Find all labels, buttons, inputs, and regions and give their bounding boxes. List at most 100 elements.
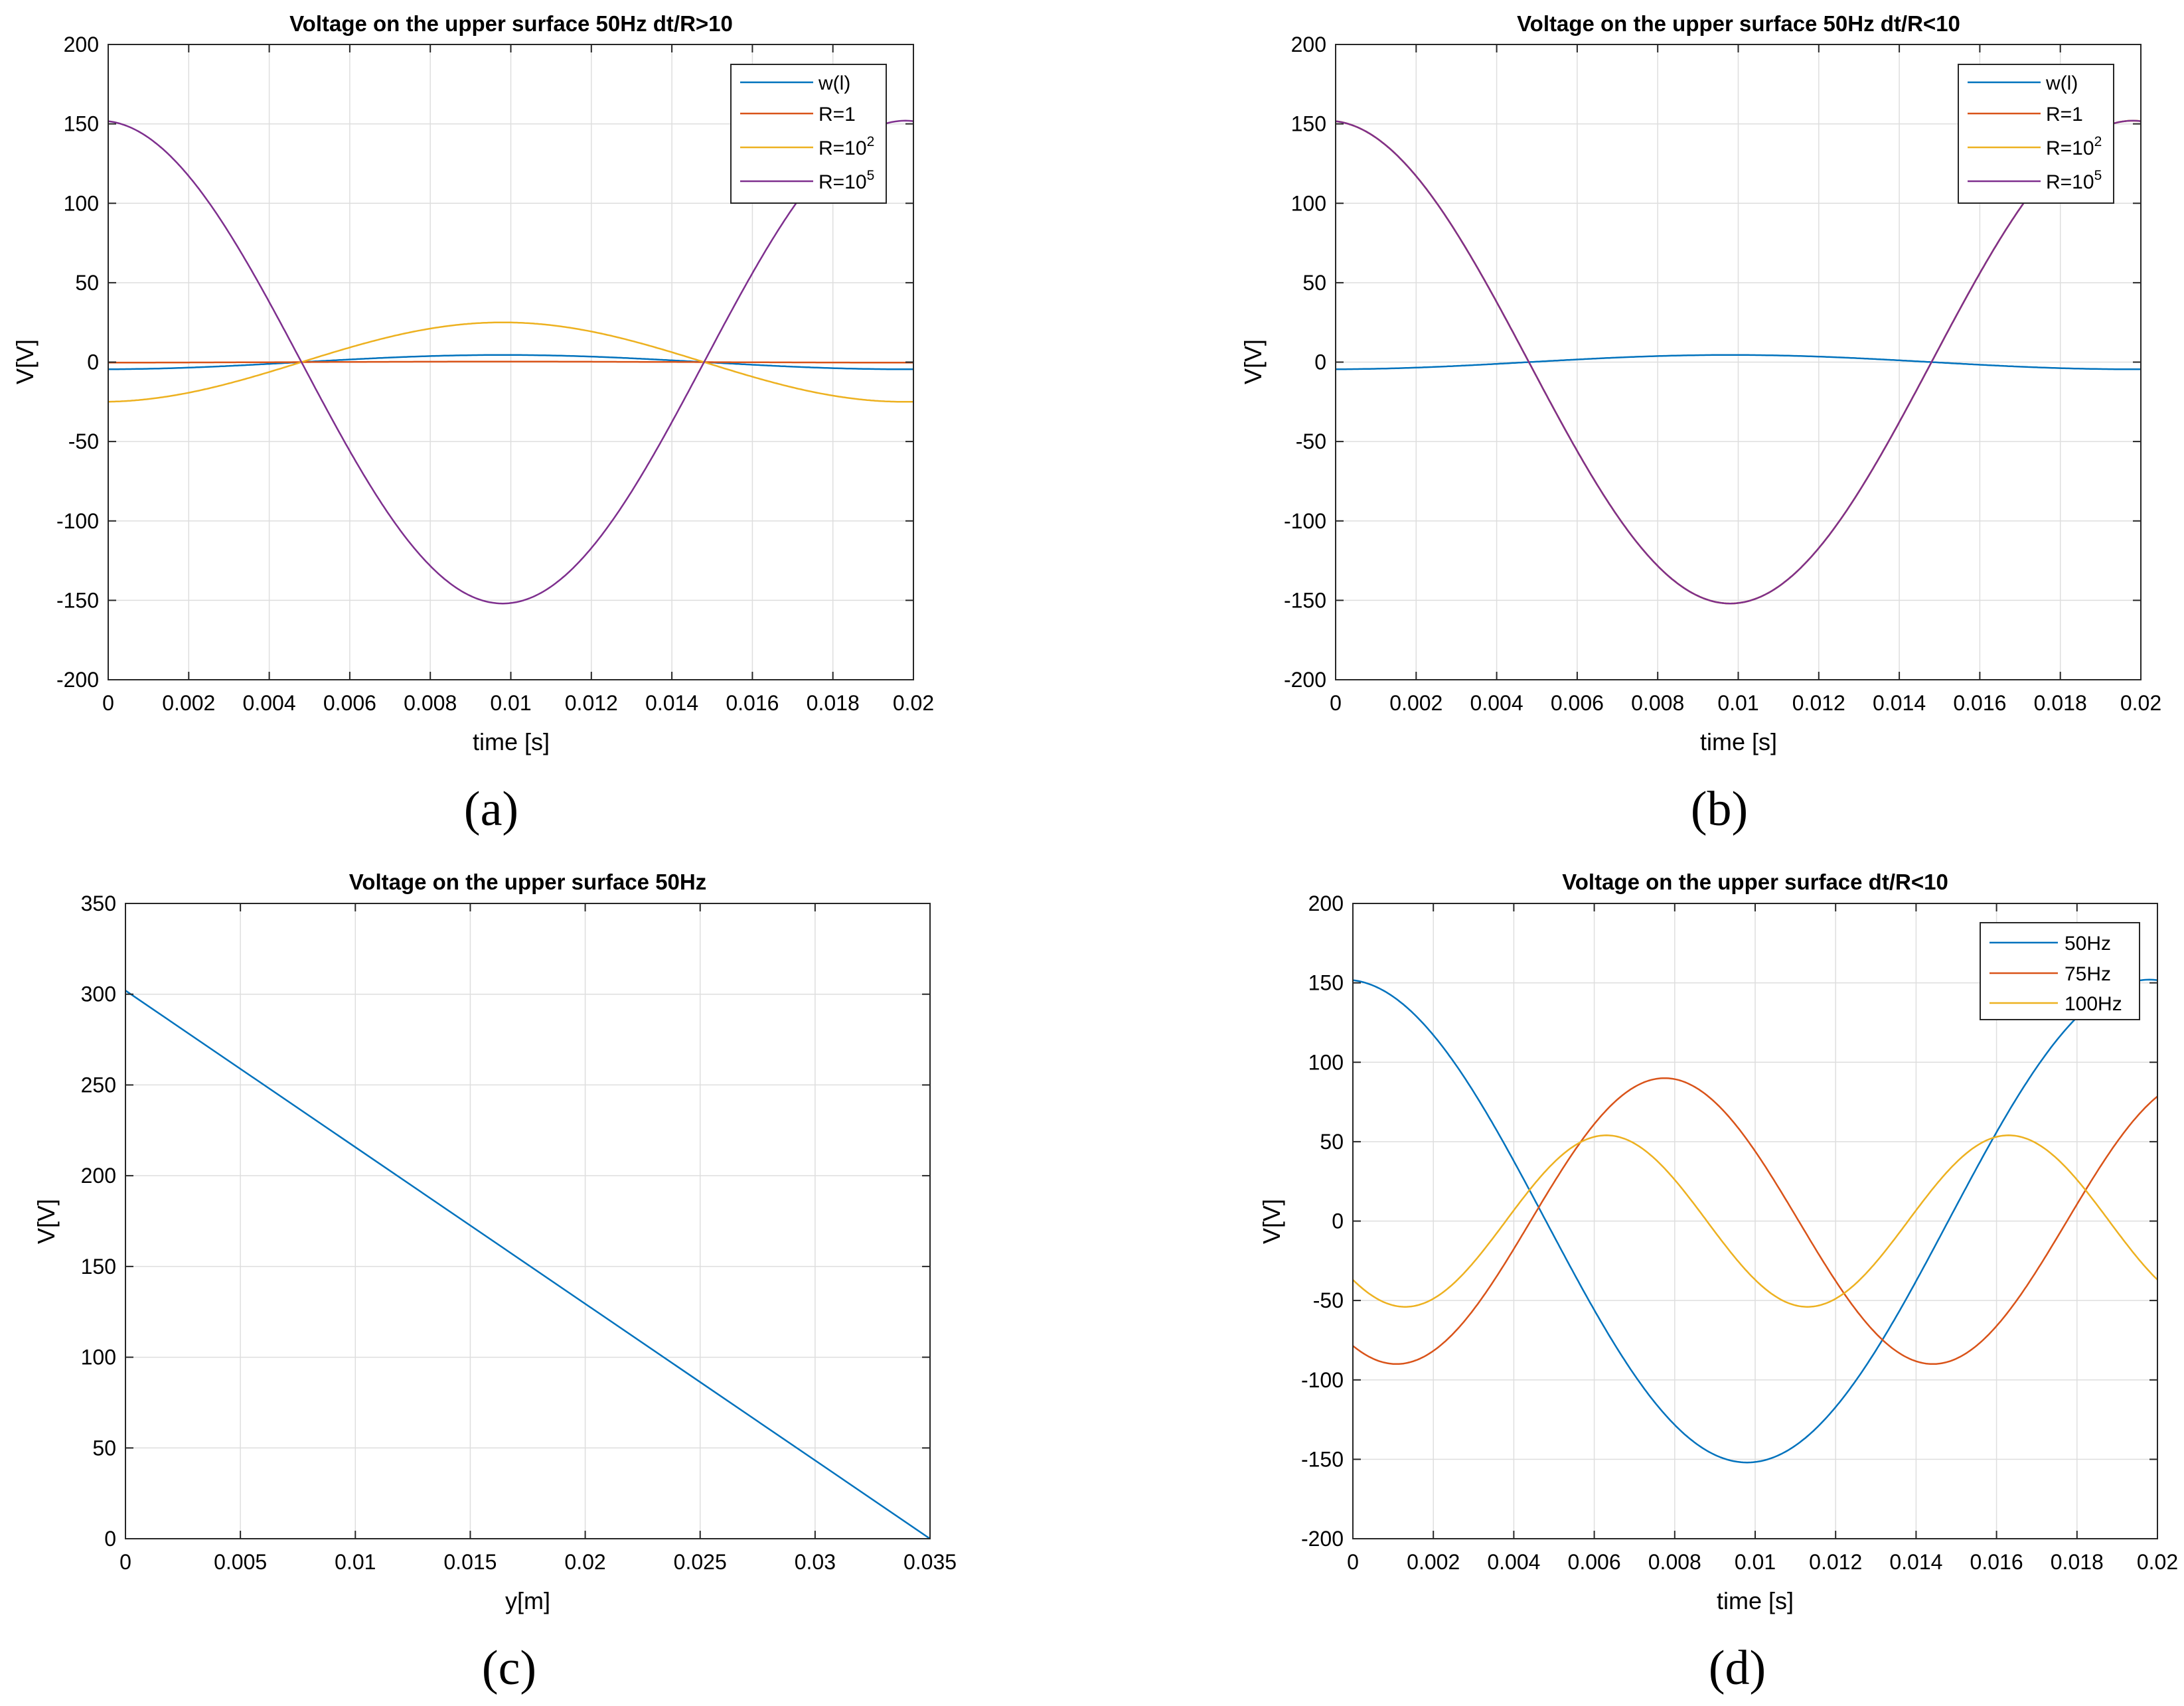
xtick-label: 0.02 — [564, 1550, 605, 1574]
series-line-r-10-5 — [108, 119, 914, 605]
ytick-label: 100 — [1291, 191, 1326, 215]
chart-d-ytick-labels: -200 -150 -100 -50 0 50 100 150 200 — [1301, 892, 1344, 1551]
ytick-label: -150 — [1284, 588, 1326, 612]
ytick-label: 0 — [87, 350, 99, 374]
ytick-label: 50 — [1302, 271, 1326, 295]
chart-d-legend: 50Hz 75Hz 100Hz — [1980, 922, 2140, 1020]
ytick-label: 350 — [81, 892, 116, 915]
chart-d-xlabel: time [s] — [1717, 1587, 1794, 1614]
xtick-label: 0.03 — [795, 1550, 836, 1574]
legend-a-label-1: R=1 — [819, 104, 856, 125]
ytick-label: -100 — [1284, 509, 1326, 533]
chart-d-series — [1352, 978, 2158, 1464]
ytick-label: 0 — [104, 1527, 116, 1551]
ytick-label: 0 — [1314, 350, 1326, 374]
xtick-label: 0.008 — [1631, 691, 1684, 715]
ytick-label: 150 — [1308, 971, 1344, 995]
chart-b-ticks — [1335, 44, 2142, 680]
legend-b-label-1: R=1 — [2046, 104, 2083, 125]
ytick-label: 250 — [81, 1073, 116, 1097]
xtick-label: 0.014 — [1889, 1550, 1942, 1574]
chart-d-ticks — [1352, 903, 2158, 1539]
series-line-75hz — [1352, 1077, 2158, 1365]
chart-a-ylabel: V[V] — [11, 339, 39, 384]
ytick-label: 50 — [92, 1436, 116, 1460]
xtick-label: 0.008 — [1648, 1550, 1701, 1574]
chart-d: 0 0.002 0.004 0.006 0.008 0.01 0.012 0.014 0.016… — [1258, 870, 2178, 1695]
xtick-label: 0.002 — [1389, 691, 1443, 715]
ytick-label: 50 — [1320, 1130, 1344, 1154]
xtick-label: 0.016 — [1953, 691, 2006, 715]
xtick-label: 0.02 — [2120, 691, 2161, 715]
legend-a-label-0: w(l) — [818, 72, 850, 94]
series-line-v-y- — [125, 990, 931, 1540]
ytick-label: 200 — [64, 33, 99, 56]
chart-a-series — [108, 119, 914, 605]
ytick-label: 100 — [81, 1346, 116, 1369]
chart-d-ylabel: V[V] — [1258, 1199, 1285, 1244]
chart-b-ytick-labels: -200 -150 -100 -50 0 50 100 150 200 — [1284, 33, 1326, 692]
xtick-label: 0.02 — [893, 691, 934, 715]
chart-a-ytick-labels: -200 -150 -100 -50 0 50 100 150 200 — [56, 33, 99, 692]
xtick-label: 0.018 — [2034, 691, 2087, 715]
chart-c-ticks — [125, 903, 931, 1539]
chart-b-ylabel: V[V] — [1239, 339, 1267, 384]
ytick-label: -50 — [1313, 1288, 1344, 1312]
xtick-label: 0.002 — [1407, 1550, 1460, 1574]
xtick-label: 0.006 — [1551, 691, 1604, 715]
xtick-label: 0 — [1347, 1550, 1359, 1574]
ytick-label: -100 — [1301, 1368, 1344, 1392]
ytick-label: 50 — [75, 271, 99, 295]
chart-a-xtick-labels: 0 0.002 0.004 0.006 0.008 0.01 0.012 0.014 0.016… — [102, 691, 934, 715]
series-line-r-10-5 — [1335, 119, 2142, 605]
panel-label-a: (a) — [464, 782, 518, 836]
ytick-label: -200 — [56, 668, 99, 692]
ytick-label: -50 — [68, 429, 99, 453]
ytick-label: 100 — [64, 191, 99, 215]
xtick-label: 0 — [119, 1550, 131, 1574]
xtick-label: 0 — [102, 691, 114, 715]
xtick-label: 0.01 — [335, 1550, 376, 1574]
chart-a: 0 0.002 0.004 0.006 0.008 0.01 0.012 0.014 0.016… — [11, 11, 934, 836]
chart-d-title: Voltage on the upper surface dt/R<10 — [1562, 870, 1948, 894]
legend-d-label-0: 50Hz — [2065, 933, 2111, 955]
ytick-label: -200 — [1284, 668, 1326, 692]
xtick-label: 0.018 — [807, 691, 860, 715]
xtick-label: 0.006 — [323, 691, 376, 715]
xtick-label: 0.015 — [443, 1550, 497, 1574]
chart-c-series — [125, 990, 931, 1540]
legend-d-label-1: 75Hz — [2065, 963, 2111, 985]
legend-b-label-3: R=105 — [2046, 168, 2102, 193]
ytick-label: 150 — [1291, 112, 1326, 136]
series-line-50hz — [1352, 978, 2158, 1464]
chart-b-series — [1335, 119, 2142, 605]
xtick-label: 0.035 — [903, 1550, 957, 1574]
xtick-label: 0.014 — [645, 691, 698, 715]
chart-c-title: Voltage on the upper surface 50Hz — [349, 870, 707, 894]
ytick-label: -50 — [1296, 429, 1326, 453]
xtick-label: 0 — [1330, 691, 1342, 715]
chart-c-ylabel: V[V] — [33, 1199, 60, 1244]
chart-b-title: Voltage on the upper surface 50Hz dt/R<1… — [1517, 11, 1960, 36]
chart-a-xlabel: time [s] — [473, 728, 550, 755]
xtick-label: 0.01 — [1717, 691, 1758, 715]
xtick-label: 0.006 — [1568, 1550, 1621, 1574]
xtick-label: 0.004 — [243, 691, 296, 715]
legend-a-label-2: R=102 — [819, 134, 874, 159]
chart-a-legend: w(l) R=1 R=102 R=105 — [730, 64, 887, 204]
ytick-label: 150 — [64, 112, 99, 136]
chart-b: 0 0.002 0.004 0.006 0.008 0.01 0.012 0.014 0.016… — [1239, 11, 2161, 836]
xtick-label: 0.012 — [1809, 1550, 1862, 1574]
panel-label-d: (d) — [1709, 1641, 1766, 1695]
xtick-label: 0.01 — [1735, 1550, 1776, 1574]
xtick-label: 0.004 — [1487, 1550, 1540, 1574]
series-line-w-l- — [108, 354, 914, 370]
chart-b-xtick-labels: 0 0.002 0.004 0.006 0.008 0.01 0.012 0.014 0.016… — [1330, 691, 2161, 715]
legend-d-label-2: 100Hz — [2065, 993, 2122, 1015]
chart-c-xlabel: y[m] — [505, 1587, 550, 1614]
legend-b-label-0: w(l) — [2045, 72, 2078, 94]
ytick-label: -100 — [56, 509, 99, 533]
ytick-label: -150 — [1301, 1447, 1344, 1471]
panel-label-b: (b) — [1691, 782, 1748, 836]
